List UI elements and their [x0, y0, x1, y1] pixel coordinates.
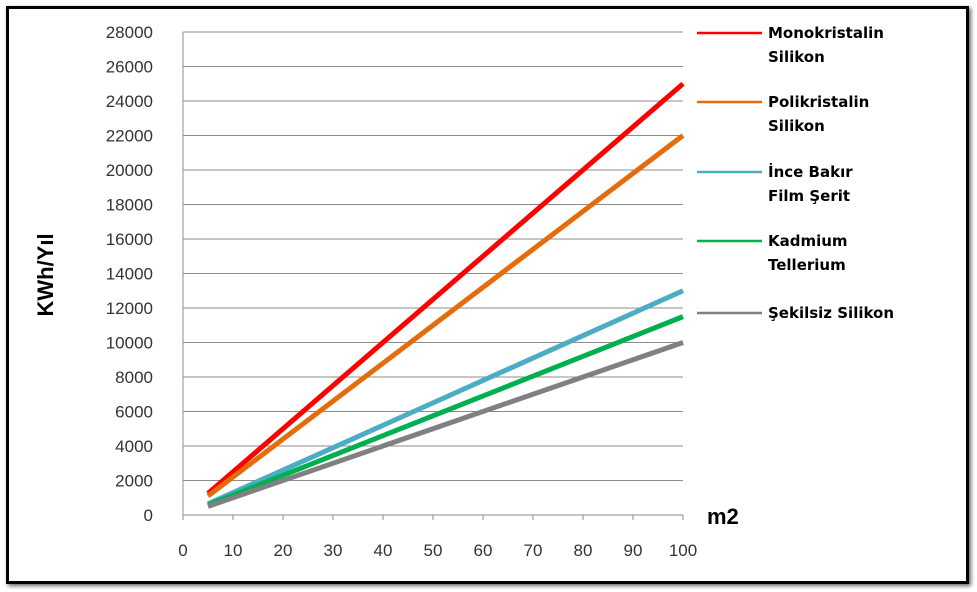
y-axis-label: KWh/Yıl	[33, 233, 58, 316]
chart-frame	[6, 6, 969, 584]
series-line	[206, 81, 685, 496]
legend-item: Polikristalin Silikon	[697, 93, 869, 135]
y-tick-label: 16000	[106, 230, 153, 249]
x-tick-label: 60	[474, 541, 493, 560]
legend-label: Silikon	[768, 117, 825, 135]
legend-item: İnce Bakır Film Şerit	[697, 162, 853, 205]
legend-item: Monokristalin Silikon	[697, 24, 884, 66]
x-tick-labels: 0 10 20 30 40 50 60 70 80 90 100	[178, 541, 697, 560]
legend-item: Şekilsiz Silikon	[697, 304, 894, 322]
y-tick-label: 0	[144, 506, 153, 525]
y-tick-label: 10000	[106, 334, 153, 353]
x-tick-label: 0	[178, 541, 187, 560]
y-tick-labels: 0 2000 4000 6000 8000 10000 12000 14000 16000 180…	[106, 23, 153, 525]
y-tick-label: 22000	[106, 127, 153, 146]
y-tick-label: 4000	[115, 437, 153, 456]
x-tick-label: 100	[669, 541, 697, 560]
x-tick-label: 70	[524, 541, 543, 560]
x-tick-label: 40	[374, 541, 393, 560]
y-tick-label: 12000	[106, 299, 153, 318]
legend-label: Kadmium	[768, 232, 848, 250]
series-line	[207, 314, 684, 508]
y-tick-label: 26000	[106, 58, 153, 77]
y-tick-label: 6000	[115, 403, 153, 422]
legend-label: Silikon	[768, 48, 825, 66]
y-tick-label: 24000	[106, 92, 153, 111]
y-tick-label: 14000	[106, 265, 153, 284]
y-tick-label: 28000	[106, 23, 153, 42]
series-line	[206, 288, 685, 507]
legend-label: Polikristalin	[768, 93, 869, 111]
x-tick-label: 20	[274, 541, 293, 560]
y-tick-label: 18000	[106, 196, 153, 215]
x-tick-label: 90	[624, 541, 643, 560]
y-tick-label: 8000	[115, 368, 153, 387]
x-tick-label: 80	[574, 541, 593, 560]
legend: Monokristalin Silikon Polikristalin Silikon…	[697, 24, 894, 322]
legend-label: Tellerium	[768, 256, 846, 274]
x-tick-label: 10	[224, 541, 243, 560]
series-lines	[206, 81, 685, 509]
legend-label: Şekilsiz Silikon	[768, 304, 894, 322]
y-tick-label: 20000	[106, 161, 153, 180]
legend-label: Film Şerit	[768, 187, 850, 205]
series-line	[207, 340, 684, 509]
x-tick-label: 30	[324, 541, 343, 560]
legend-label: İnce Bakır	[768, 162, 853, 181]
y-tick-label: 2000	[115, 472, 153, 491]
legend-item: Kadmium Tellerium	[697, 232, 848, 274]
x-axis-label: m2	[707, 504, 739, 529]
x-tick-label: 50	[424, 541, 443, 560]
legend-label: Monokristalin	[768, 24, 884, 42]
series-line	[206, 133, 685, 499]
gridlines	[182, 31, 684, 520]
